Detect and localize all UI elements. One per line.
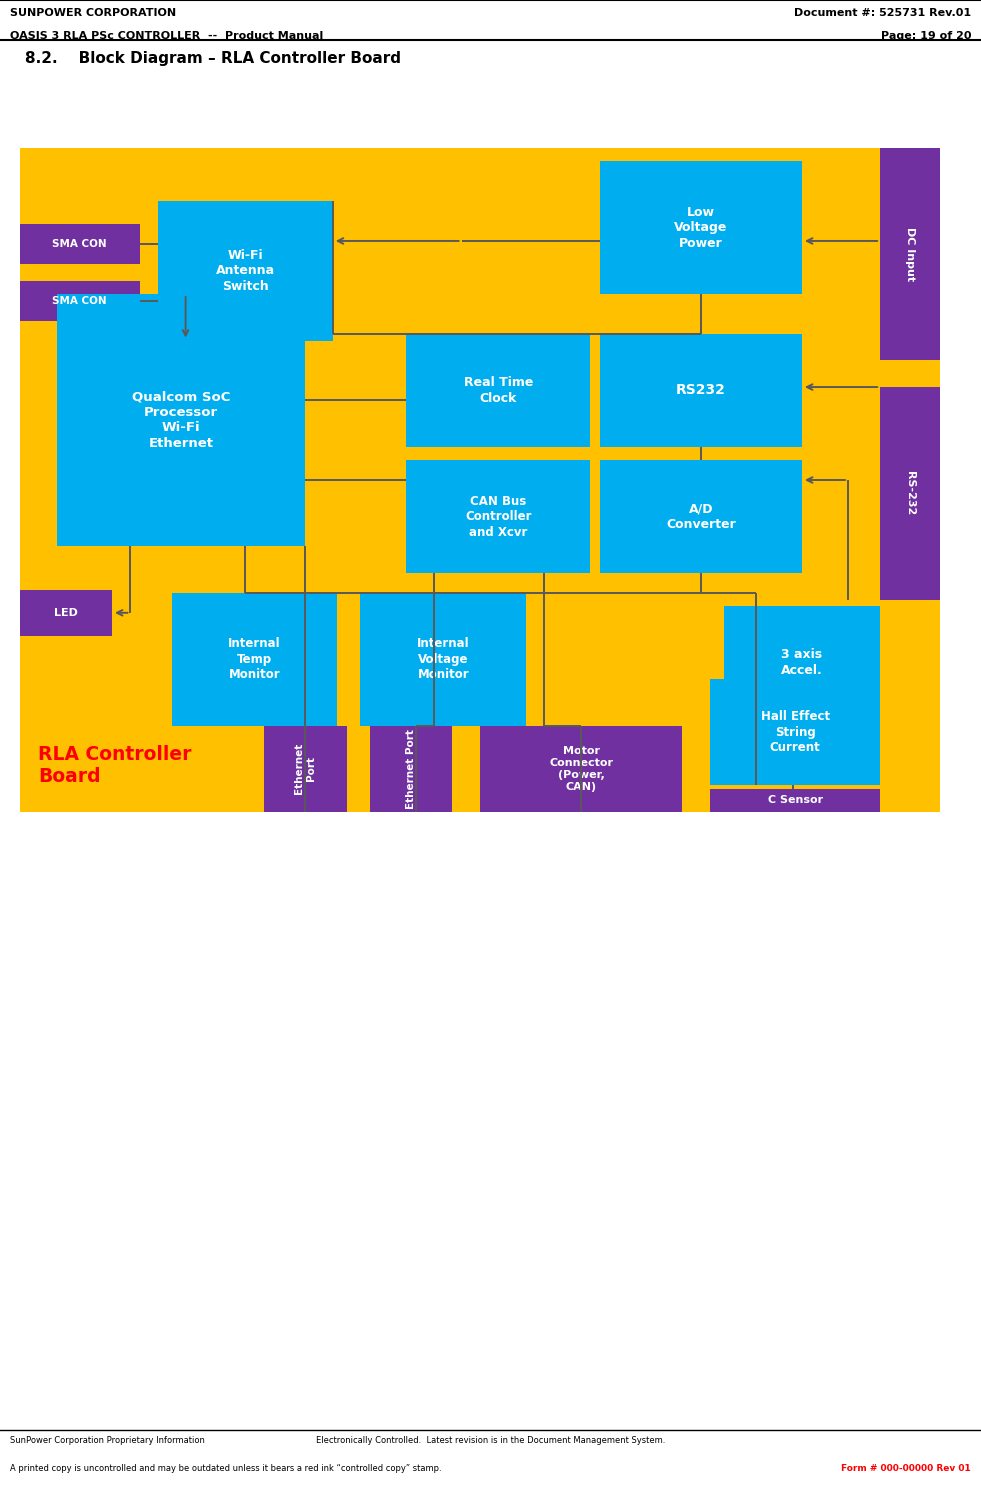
Bar <box>264 726 346 812</box>
Bar <box>370 726 452 812</box>
Bar <box>20 589 112 636</box>
Text: Form # 000-00000 Rev 01: Form # 000-00000 Rev 01 <box>842 1465 971 1474</box>
Bar <box>599 335 802 446</box>
Text: OASIS 3 RLA PSc CONTROLLER  --  Product Manual: OASIS 3 RLA PSc CONTROLLER -- Product Ma… <box>10 31 323 42</box>
Text: Ethernet Port: Ethernet Port <box>406 729 416 809</box>
Text: SMA CON: SMA CON <box>53 296 107 306</box>
Text: A printed copy is uncontrolled and may be outdated unless it bears a red ink “co: A printed copy is uncontrolled and may b… <box>10 1465 441 1474</box>
Text: SunPower Corporation Proprietary Information: SunPower Corporation Proprietary Informa… <box>10 1436 205 1445</box>
Bar <box>360 593 526 726</box>
Text: Internal
Temp
Monitor: Internal Temp Monitor <box>229 638 281 681</box>
Bar <box>406 335 591 446</box>
Bar <box>599 459 802 572</box>
Bar <box>57 294 305 546</box>
Text: Document #: 525731 Rev.01: Document #: 525731 Rev.01 <box>794 7 971 18</box>
Bar <box>724 607 880 720</box>
Text: 3 axis
Accel.: 3 axis Accel. <box>781 648 823 677</box>
Text: Ethernet
Port: Ethernet Port <box>294 744 316 794</box>
Text: RS-232: RS-232 <box>905 471 915 516</box>
Bar <box>20 281 139 321</box>
Text: Low
Voltage
Power: Low Voltage Power <box>674 205 728 250</box>
Bar <box>880 387 940 599</box>
Bar <box>880 149 940 360</box>
Text: Page: 19 of 20: Page: 19 of 20 <box>881 31 971 42</box>
Text: CAN Bus
Controller
and Xcvr: CAN Bus Controller and Xcvr <box>465 495 532 538</box>
Text: RS232: RS232 <box>676 384 726 397</box>
Text: 8.2.    Block Diagram – RLA Controller Board: 8.2. Block Diagram – RLA Controller Boar… <box>25 51 400 65</box>
Text: Hall Effect
String
Current: Hall Effect String Current <box>760 711 830 754</box>
Bar <box>480 726 683 812</box>
Text: SUNPOWER CORPORATION: SUNPOWER CORPORATION <box>10 7 176 18</box>
Text: Wi-Fi
Antenna
Switch: Wi-Fi Antenna Switch <box>216 248 275 293</box>
Bar <box>158 201 333 341</box>
Text: Motor
Connector
(Power,
CAN): Motor Connector (Power, CAN) <box>549 746 613 793</box>
Bar <box>172 593 337 726</box>
Text: Electronically Controlled.  Latest revision is in the Document Management System: Electronically Controlled. Latest revisi… <box>316 1436 665 1445</box>
Text: SMA CON: SMA CON <box>53 239 107 250</box>
Text: Real Time
Clock: Real Time Clock <box>464 376 533 404</box>
Bar <box>406 459 591 572</box>
Bar <box>710 680 880 785</box>
Text: RLA Controller
Board: RLA Controller Board <box>38 745 192 787</box>
Bar <box>710 788 880 812</box>
Text: A/D
Converter: A/D Converter <box>666 503 736 531</box>
Text: Internal
Voltage
Monitor: Internal Voltage Monitor <box>417 638 470 681</box>
Text: DC Input: DC Input <box>905 228 915 281</box>
Text: LED: LED <box>54 608 77 617</box>
Text: Qualcom SoC
Processor
Wi-Fi
Ethernet: Qualcom SoC Processor Wi-Fi Ethernet <box>131 391 231 451</box>
Text: C Sensor: C Sensor <box>767 796 823 806</box>
Bar <box>20 225 139 265</box>
Bar <box>599 161 802 294</box>
